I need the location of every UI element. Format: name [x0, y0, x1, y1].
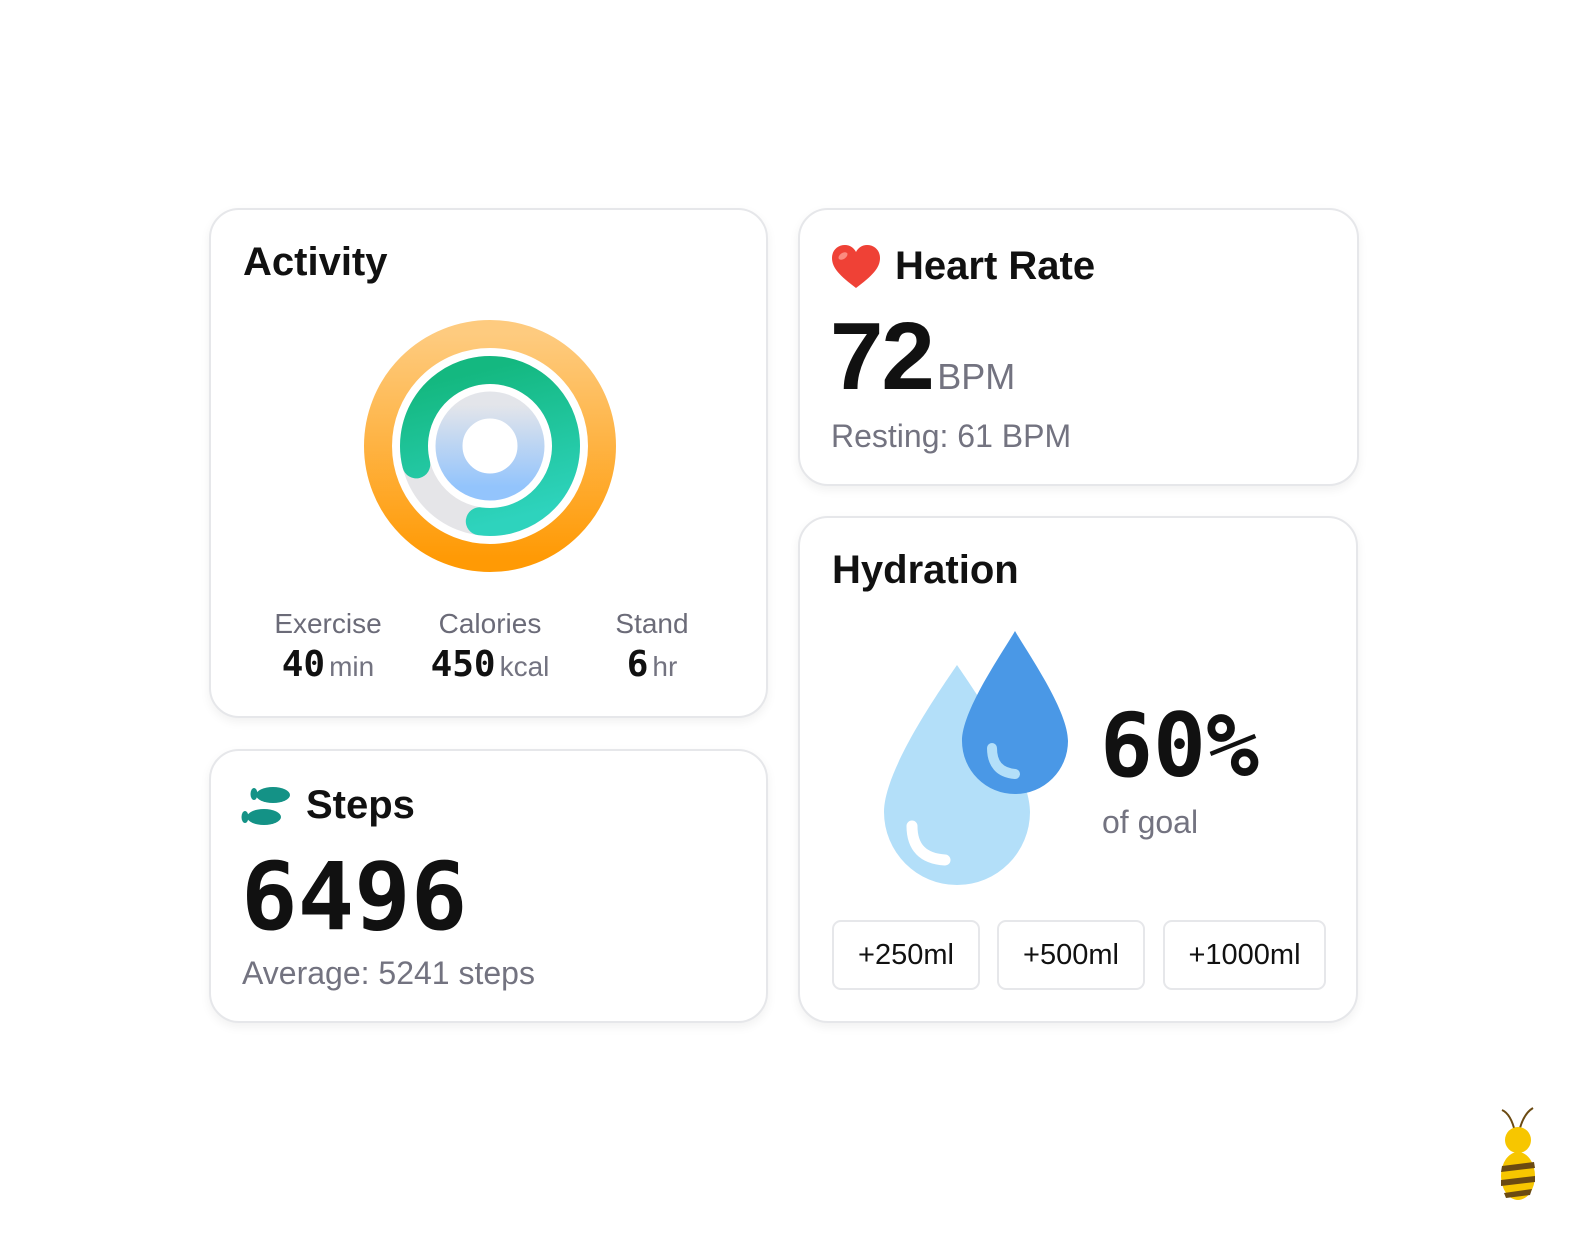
add-250ml-button[interactable]: +250ml: [832, 920, 980, 990]
add-500ml-button[interactable]: +500ml: [997, 920, 1145, 990]
activity-title: Activity: [243, 240, 388, 284]
hydration-percent: 60%: [1100, 694, 1259, 797]
steps-value: 6496: [241, 843, 468, 952]
stat-label: Calories: [438, 608, 542, 639]
exercise-ring: [400, 356, 580, 536]
resting-heart-rate: Resting: 61 BPM: [831, 418, 1072, 454]
stat-value: 450: [430, 644, 496, 685]
heart-rate-unit: BPM: [937, 356, 1016, 397]
heart-icon: [832, 245, 880, 288]
hydration-caption: of goal: [1102, 804, 1199, 840]
stat-unit: hr: [652, 651, 678, 682]
stat-unit: kcal: [499, 651, 550, 682]
stat-value: 40: [281, 644, 326, 685]
stat-label: Exercise: [274, 608, 382, 639]
heart-rate-title: Heart Rate: [895, 244, 1096, 288]
steps-title: Steps: [306, 783, 415, 827]
stat-value: 6: [626, 644, 649, 685]
stat-stand: Stand 6 hr: [567, 608, 737, 685]
stand-ring: [435, 391, 545, 501]
footsteps-icon: [241, 787, 290, 825]
hydration-card: Hydration 60% of goal +250ml +500ml +100…: [798, 516, 1358, 1023]
heart-rate-value: 72: [830, 303, 935, 410]
stat-calories: Calories 450 kcal: [405, 608, 575, 685]
stat-unit: min: [329, 651, 375, 682]
steps-average: Average: 5241 steps: [242, 955, 535, 991]
bee-icon: [1501, 1107, 1535, 1200]
heart-rate-card: Heart Rate 72 BPM Resting: 61 BPM: [798, 208, 1359, 486]
hydration-title: Hydration: [832, 548, 1019, 592]
add-1000ml-button[interactable]: +1000ml: [1163, 920, 1326, 990]
activity-card: Activity Exercise 40 min Calories 450 kcal…: [209, 208, 768, 718]
activity-rings: [364, 320, 616, 572]
steps-card: Steps 6496 Average: 5241 steps: [209, 749, 768, 1023]
calories-ring: [364, 320, 616, 572]
stat-label: Stand: [615, 608, 689, 639]
stat-exercise: Exercise 40 min: [243, 608, 413, 685]
